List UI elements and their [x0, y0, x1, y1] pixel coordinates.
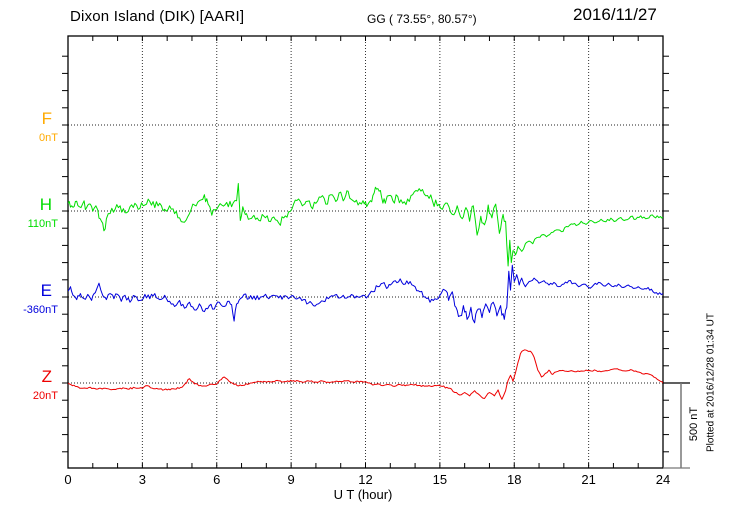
observation-date: 2016/11/27 — [573, 5, 657, 24]
x-tick-label-21: 21 — [581, 472, 596, 487]
plotted-timestamp-note: Plotted at 2016/12/28 01:34 UT — [705, 313, 717, 452]
x-tick-label-9: 9 — [287, 472, 295, 487]
channel-baseline-value-H: 110nT — [27, 218, 58, 230]
x-tick-label-24: 24 — [655, 472, 671, 487]
x-tick-label-6: 6 — [213, 472, 221, 487]
trace-Z — [68, 349, 663, 400]
scale-bar-label: 500 nT — [688, 406, 700, 442]
x-axis-label: U T (hour) — [333, 487, 393, 502]
geographic-coordinates: GG ( 73.55°, 80.57°) — [367, 12, 477, 26]
x-tick-label-18: 18 — [507, 472, 522, 487]
channel-label-H: H — [39, 195, 52, 214]
trace-E — [68, 264, 663, 324]
x-tick-label-3: 3 — [138, 472, 146, 487]
channel-label-F: F — [41, 109, 52, 128]
x-tick-label-0: 0 — [64, 472, 72, 487]
channel-label-Z: Z — [41, 367, 52, 386]
channel-baseline-value-Z: 20nT — [32, 390, 58, 402]
x-tick-label-12: 12 — [358, 472, 373, 487]
station-title: Dixon Island (DIK) [AARI] — [70, 8, 245, 25]
x-tick-label-15: 15 — [432, 472, 448, 487]
channel-label-E: E — [40, 281, 52, 300]
channel-baseline-value-E: -360nT — [23, 304, 58, 316]
trace-H — [68, 183, 663, 267]
channel-baseline-value-F: 0nT — [39, 132, 58, 144]
